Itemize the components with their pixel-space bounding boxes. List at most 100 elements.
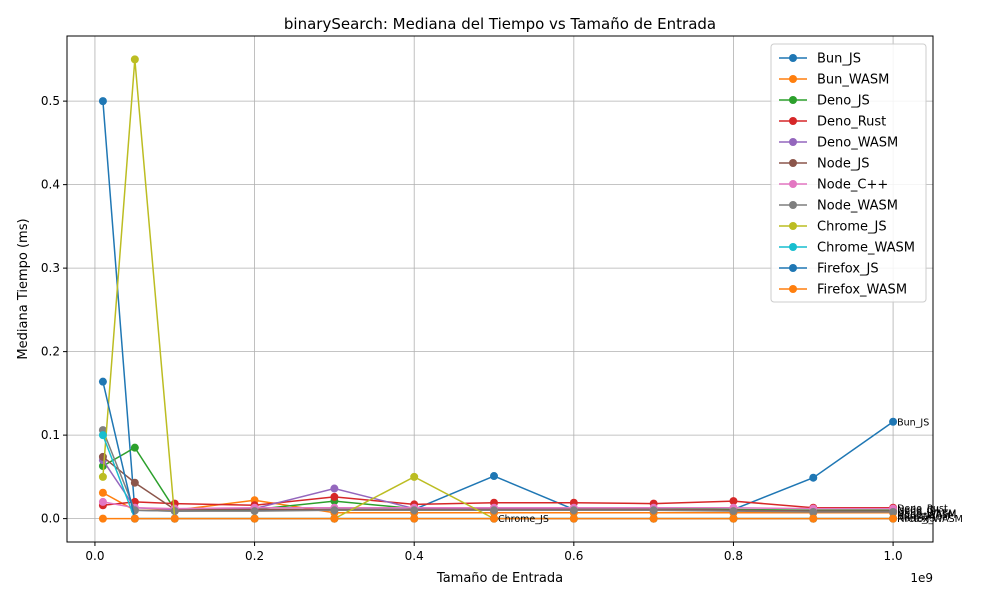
data-point (889, 507, 898, 516)
data-point (130, 55, 139, 64)
legend-swatch-marker (789, 180, 797, 188)
legend-swatch-marker (789, 75, 797, 83)
x-tick-label: 0.8 (724, 549, 743, 563)
data-point (330, 514, 339, 523)
legend-label: Node_C++ (817, 178, 888, 193)
series-line (102, 501, 894, 510)
data-point (490, 472, 499, 481)
series-line (102, 429, 894, 513)
legend-label: Node_JS (817, 157, 870, 172)
series-line (102, 381, 894, 520)
legend-label: Deno_WASM (817, 136, 898, 151)
annotations: Bun_JS Deno_RustNode_C++Deno_JSDeno_WASMN… (498, 417, 963, 525)
y-tick-label: 0.2 (41, 345, 60, 359)
annotation-label: Node_JS (897, 513, 935, 524)
legend-label: Bun_WASM (817, 73, 889, 88)
x-tick-label: 0.2 (245, 549, 264, 563)
data-point (170, 514, 179, 523)
data-point (130, 443, 139, 452)
legend-entry: Chrome_JS (779, 220, 887, 235)
data-point (490, 506, 499, 515)
legend-entry: Node_C++ (779, 178, 888, 193)
y-tick-label: 0.4 (41, 178, 60, 192)
data-point (410, 514, 419, 523)
y-tick-label: 0.3 (41, 261, 60, 275)
legend-swatch-marker (789, 201, 797, 209)
annotation-label: Bun_JS (897, 417, 929, 428)
annotation-label: Deno_JS (897, 507, 936, 518)
data-point (809, 473, 818, 482)
annotation-label: Firefox_WASM (897, 514, 963, 525)
x-offset-label: 1e9 (910, 571, 933, 585)
legend-swatch-marker (789, 285, 797, 293)
data-point (569, 514, 578, 523)
data-point (250, 507, 259, 516)
legend-entry: Bun_JS (779, 52, 861, 67)
legend-entry: Firefox_JS (779, 262, 879, 277)
data-point (250, 514, 259, 523)
data-point (410, 472, 419, 481)
series-line (102, 434, 894, 520)
x-tick-label: 0.0 (85, 549, 104, 563)
data-point (130, 478, 139, 487)
data-point (330, 484, 339, 493)
y-ticks: 0.0 0.1 0.2 0.3 0.4 0.5 (41, 94, 67, 526)
legend-entry: Node_JS (779, 157, 870, 172)
legend-label: Chrome_JS (817, 220, 887, 235)
y-tick-label: 0.1 (41, 428, 60, 442)
legend: Bun_JS Bun_WASM Deno_JS Deno_Rust Deno_WASM N… (770, 43, 927, 303)
data-point (98, 497, 107, 506)
annotation-label: Bun_WASM (897, 512, 950, 523)
data-point (569, 506, 578, 515)
legend-label: Node_WASM (817, 199, 898, 214)
data-point (809, 514, 818, 523)
y-axis-label: Mediana Tiempo (ms) (16, 218, 31, 359)
legend-entry: Deno_WASM (779, 136, 898, 151)
data-point (98, 472, 107, 481)
series-firefox-js (98, 377, 898, 523)
legend-label: Bun_JS (817, 52, 861, 67)
legend-label: Firefox_WASM (817, 283, 907, 298)
legend-box (770, 43, 927, 303)
legend-entry: Firefox_WASM (779, 283, 907, 298)
legend-swatch-marker (789, 96, 797, 104)
data-point (98, 514, 107, 523)
data-point (410, 506, 419, 515)
data-point (98, 97, 107, 106)
data-point (130, 514, 139, 523)
y-tick-label: 0.5 (41, 94, 60, 108)
legend-swatch-marker (789, 54, 797, 62)
legend-swatch-marker (789, 159, 797, 167)
data-point (98, 377, 107, 386)
legend-label: Chrome_WASM (817, 241, 915, 256)
legend-entry: Deno_JS (779, 94, 870, 109)
annotation-label: Deno_WASM (897, 508, 956, 519)
series-deno-wasm (98, 456, 898, 516)
chart-title: binarySearch: Mediana del Tiempo vs Tama… (284, 15, 716, 33)
legend-entry: Node_WASM (779, 199, 898, 214)
annotation-label: Chrome_JS (498, 514, 549, 525)
series-node-js (98, 452, 898, 516)
legend-entry: Deno_Rust (779, 115, 886, 130)
x-axis-label: Tamaño de Entrada (436, 571, 563, 586)
data-point (330, 492, 339, 501)
series-firefox-wasm (98, 514, 898, 523)
data-point (889, 514, 898, 523)
legend-label: Deno_JS (817, 94, 870, 109)
data-point (490, 514, 499, 523)
series-deno-js (98, 443, 898, 515)
data-point (729, 514, 738, 523)
x-tick-label: 0.4 (405, 549, 424, 563)
data-point (729, 497, 738, 506)
data-point (649, 514, 658, 523)
legend-entry: Chrome_WASM (779, 241, 915, 256)
x-tick-label: 1.0 (884, 549, 903, 563)
legend-entry: Bun_WASM (779, 73, 889, 88)
annotation-label: Node_C++ (897, 505, 949, 516)
data-point (649, 506, 658, 515)
annotation-label: Deno_Rust (897, 503, 948, 514)
legend-label: Firefox_JS (817, 262, 879, 277)
legend-swatch-marker (789, 264, 797, 272)
series-line (102, 446, 894, 512)
